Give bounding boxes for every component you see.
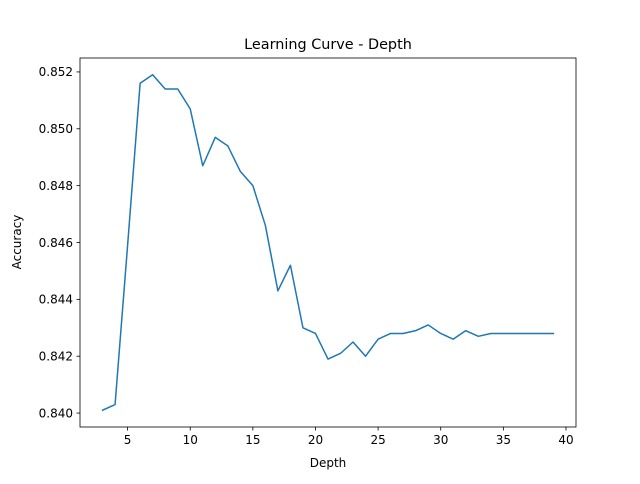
x-tick-label: 15 [245, 433, 260, 447]
y-tick-label: 0.840 [39, 406, 73, 420]
x-axis-label: Depth [310, 456, 347, 470]
y-tick-label: 0.844 [39, 293, 73, 307]
plot-area: 5 10 15 20 25 30 35 40 0.840 0.842 0.844 0.846 0.848… [39, 57, 577, 447]
y-tick-label: 0.848 [39, 179, 73, 193]
x-tick-label: 20 [308, 433, 323, 447]
y-tick-label: 0.846 [39, 236, 73, 250]
y-axis-label: Accuracy [10, 215, 24, 270]
chart-title: Learning Curve - Depth [244, 37, 412, 53]
x-tick-label: 10 [183, 433, 198, 447]
x-tick-label: 25 [370, 433, 385, 447]
y-tick-label: 0.850 [39, 122, 73, 136]
x-tick-label: 5 [124, 433, 132, 447]
x-tick-label: 40 [558, 433, 573, 447]
y-tick-label: 0.852 [39, 65, 73, 79]
series-line-0 [101, 74, 555, 412]
x-tick-label: 35 [496, 433, 511, 447]
y-tick-label: 0.842 [39, 350, 73, 364]
x-tick-label: 30 [433, 433, 448, 447]
